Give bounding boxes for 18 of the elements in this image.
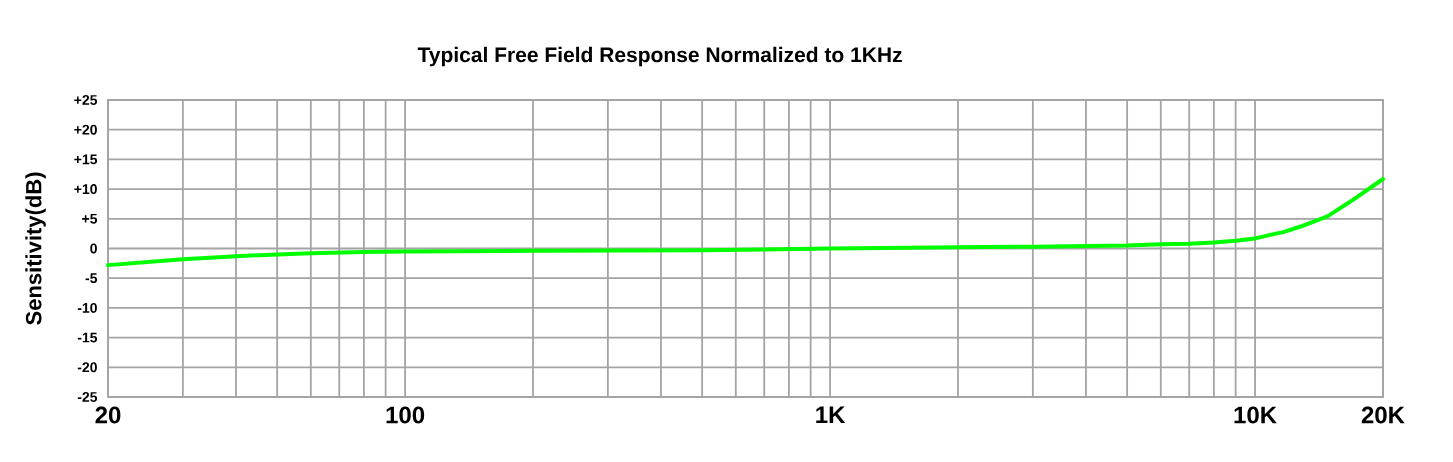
y-tick-label: -25 — [77, 392, 98, 402]
x-tick-label: 10K — [1234, 406, 1277, 424]
y-tick-label: -5 — [85, 273, 98, 284]
y-tick-label: -10 — [77, 302, 97, 313]
x-tick-label: 20K — [1361, 406, 1405, 424]
y-tick-label: -20 — [77, 362, 97, 373]
y-tick-label: +25 — [74, 95, 98, 105]
y-tick-label: -15 — [77, 332, 98, 343]
chart-title: Typical Free Field Response Normalized to 1KHz — [417, 46, 902, 67]
y-tick-label: +15 — [74, 154, 98, 165]
y-tick-label: 0 — [90, 243, 97, 254]
x-tick-label: 1K — [816, 406, 846, 424]
y-axis-title: Sensitivity(dB) — [25, 172, 46, 325]
y-tick-label: +10 — [74, 184, 97, 195]
y-tick-label: +5 — [82, 213, 98, 224]
x-tick-label: 100 — [386, 406, 425, 424]
x-tick-label: 20 — [95, 406, 121, 424]
y-tick-label: +20 — [74, 124, 97, 135]
